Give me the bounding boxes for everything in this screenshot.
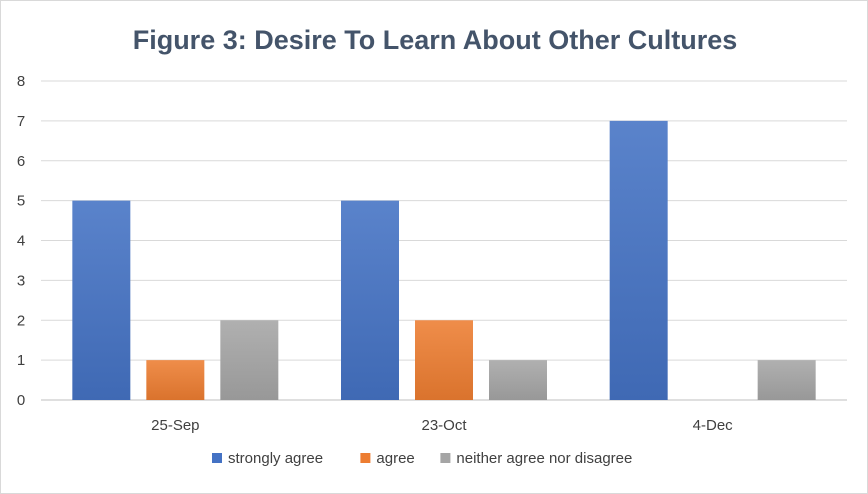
- x-tick-label: 25-Sep: [151, 417, 199, 434]
- y-tick-label: 7: [17, 113, 25, 130]
- x-tick-label: 23-Oct: [421, 417, 467, 434]
- y-tick-label: 4: [17, 233, 25, 250]
- chart-title: Figure 3: Desire To Learn About Other Cu…: [133, 25, 738, 55]
- legend-swatch: [360, 453, 371, 463]
- x-tick-label: 4-Dec: [693, 417, 734, 434]
- bar-strongly-agree-25-Sep: [72, 200, 131, 400]
- bar-agree-25-Sep: [146, 360, 205, 400]
- bar-neither-agree-nor-disagree-4-Dec: [757, 360, 816, 400]
- legend-swatch: [440, 453, 451, 463]
- bar-strongly-agree-4-Dec: [609, 120, 668, 400]
- y-tick-label: 1: [17, 352, 25, 369]
- legend-swatch: [212, 453, 222, 463]
- legend: strongly agree agree neither agree nor dis…: [212, 450, 632, 467]
- bar-agree-23-Oct: [415, 320, 473, 400]
- legend-label: neither agree nor disagree: [456, 450, 632, 467]
- legend-label: agree: [376, 450, 414, 467]
- y-tick-label: 8: [17, 73, 25, 90]
- y-tick-label: 5: [17, 193, 25, 210]
- y-tick-label: 3: [17, 272, 25, 289]
- bar-strongly-agree-23-Oct: [341, 200, 399, 400]
- x-axis-ticks: 25-Sep 23-Oct 4-Dec: [151, 417, 733, 434]
- bar-neither-agree-nor-disagree-23-Oct: [489, 360, 547, 400]
- y-axis-ticks: 0 1 2 3 4 5 6 7 8: [17, 73, 25, 409]
- y-tick-label: 2: [17, 312, 25, 329]
- legend-label: strongly agree: [228, 450, 323, 467]
- bars: [72, 120, 816, 400]
- bar-neither-agree-nor-disagree-25-Sep: [220, 320, 279, 400]
- y-tick-label: 6: [17, 153, 25, 170]
- y-tick-label: 0: [17, 392, 25, 409]
